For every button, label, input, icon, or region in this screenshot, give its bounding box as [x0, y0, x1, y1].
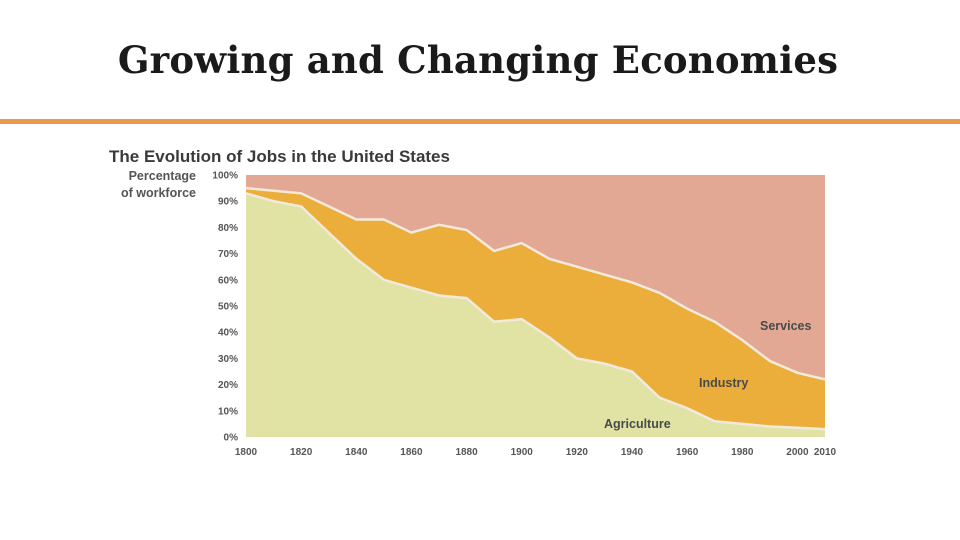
x-tick-label: 1880	[455, 447, 478, 458]
title-divider	[0, 119, 960, 124]
industry-area-label: Industry	[699, 376, 748, 390]
y-tick-label: 10%	[218, 406, 238, 417]
x-tick-label: 1840	[345, 447, 368, 458]
x-tick-labels: 1800 1820 1840 1860 1880 1900 1920 1940 1960 1980…	[235, 447, 837, 458]
x-tick-label: 1860	[400, 447, 423, 458]
y-tick-label: 70%	[218, 249, 238, 260]
agriculture-area-label: Agriculture	[604, 417, 671, 431]
y-tick-label: 0%	[224, 433, 239, 444]
x-tick-label: 2010	[814, 447, 837, 458]
y-axis-label-line1: Percentage	[129, 169, 196, 183]
boundary-line-agriculture	[245, 192, 826, 431]
area-industry	[246, 188, 825, 430]
y-tick-label: 80%	[218, 223, 238, 234]
area-services	[246, 175, 825, 380]
services-area-label: Services	[760, 319, 811, 333]
x-tick-label: 1980	[731, 447, 754, 458]
x-tick-label: 2000	[786, 447, 809, 458]
x-tick-label: 1920	[566, 447, 589, 458]
y-tick-label: 20%	[218, 380, 238, 391]
y-axis-label-line2: of workforce	[121, 186, 196, 200]
area-agriculture	[246, 193, 825, 437]
x-tick-label: 1900	[511, 447, 534, 458]
chart-title: The Evolution of Jobs in the United Stat…	[109, 147, 450, 166]
slide-title: Growing and Changing Economies	[117, 38, 839, 82]
y-tick-label: 100%	[212, 171, 238, 182]
x-tick-label: 1800	[235, 447, 258, 458]
y-tick-label: 50%	[218, 302, 238, 313]
y-tick-label: 40%	[218, 328, 238, 339]
y-tick-label: 30%	[218, 354, 238, 365]
x-tick-label: 1960	[676, 447, 699, 458]
area-layer	[245, 175, 826, 437]
boundary-line-industry	[245, 186, 826, 381]
x-tick-label: 1940	[621, 447, 644, 458]
x-tick-label: 1820	[290, 447, 313, 458]
y-tick-label: 60%	[218, 275, 238, 286]
y-tick-labels: 0% 10% 20% 30% 40% 50% 60% 70% 80% 90% 100%	[212, 171, 238, 444]
y-tick-label: 90%	[218, 197, 238, 208]
